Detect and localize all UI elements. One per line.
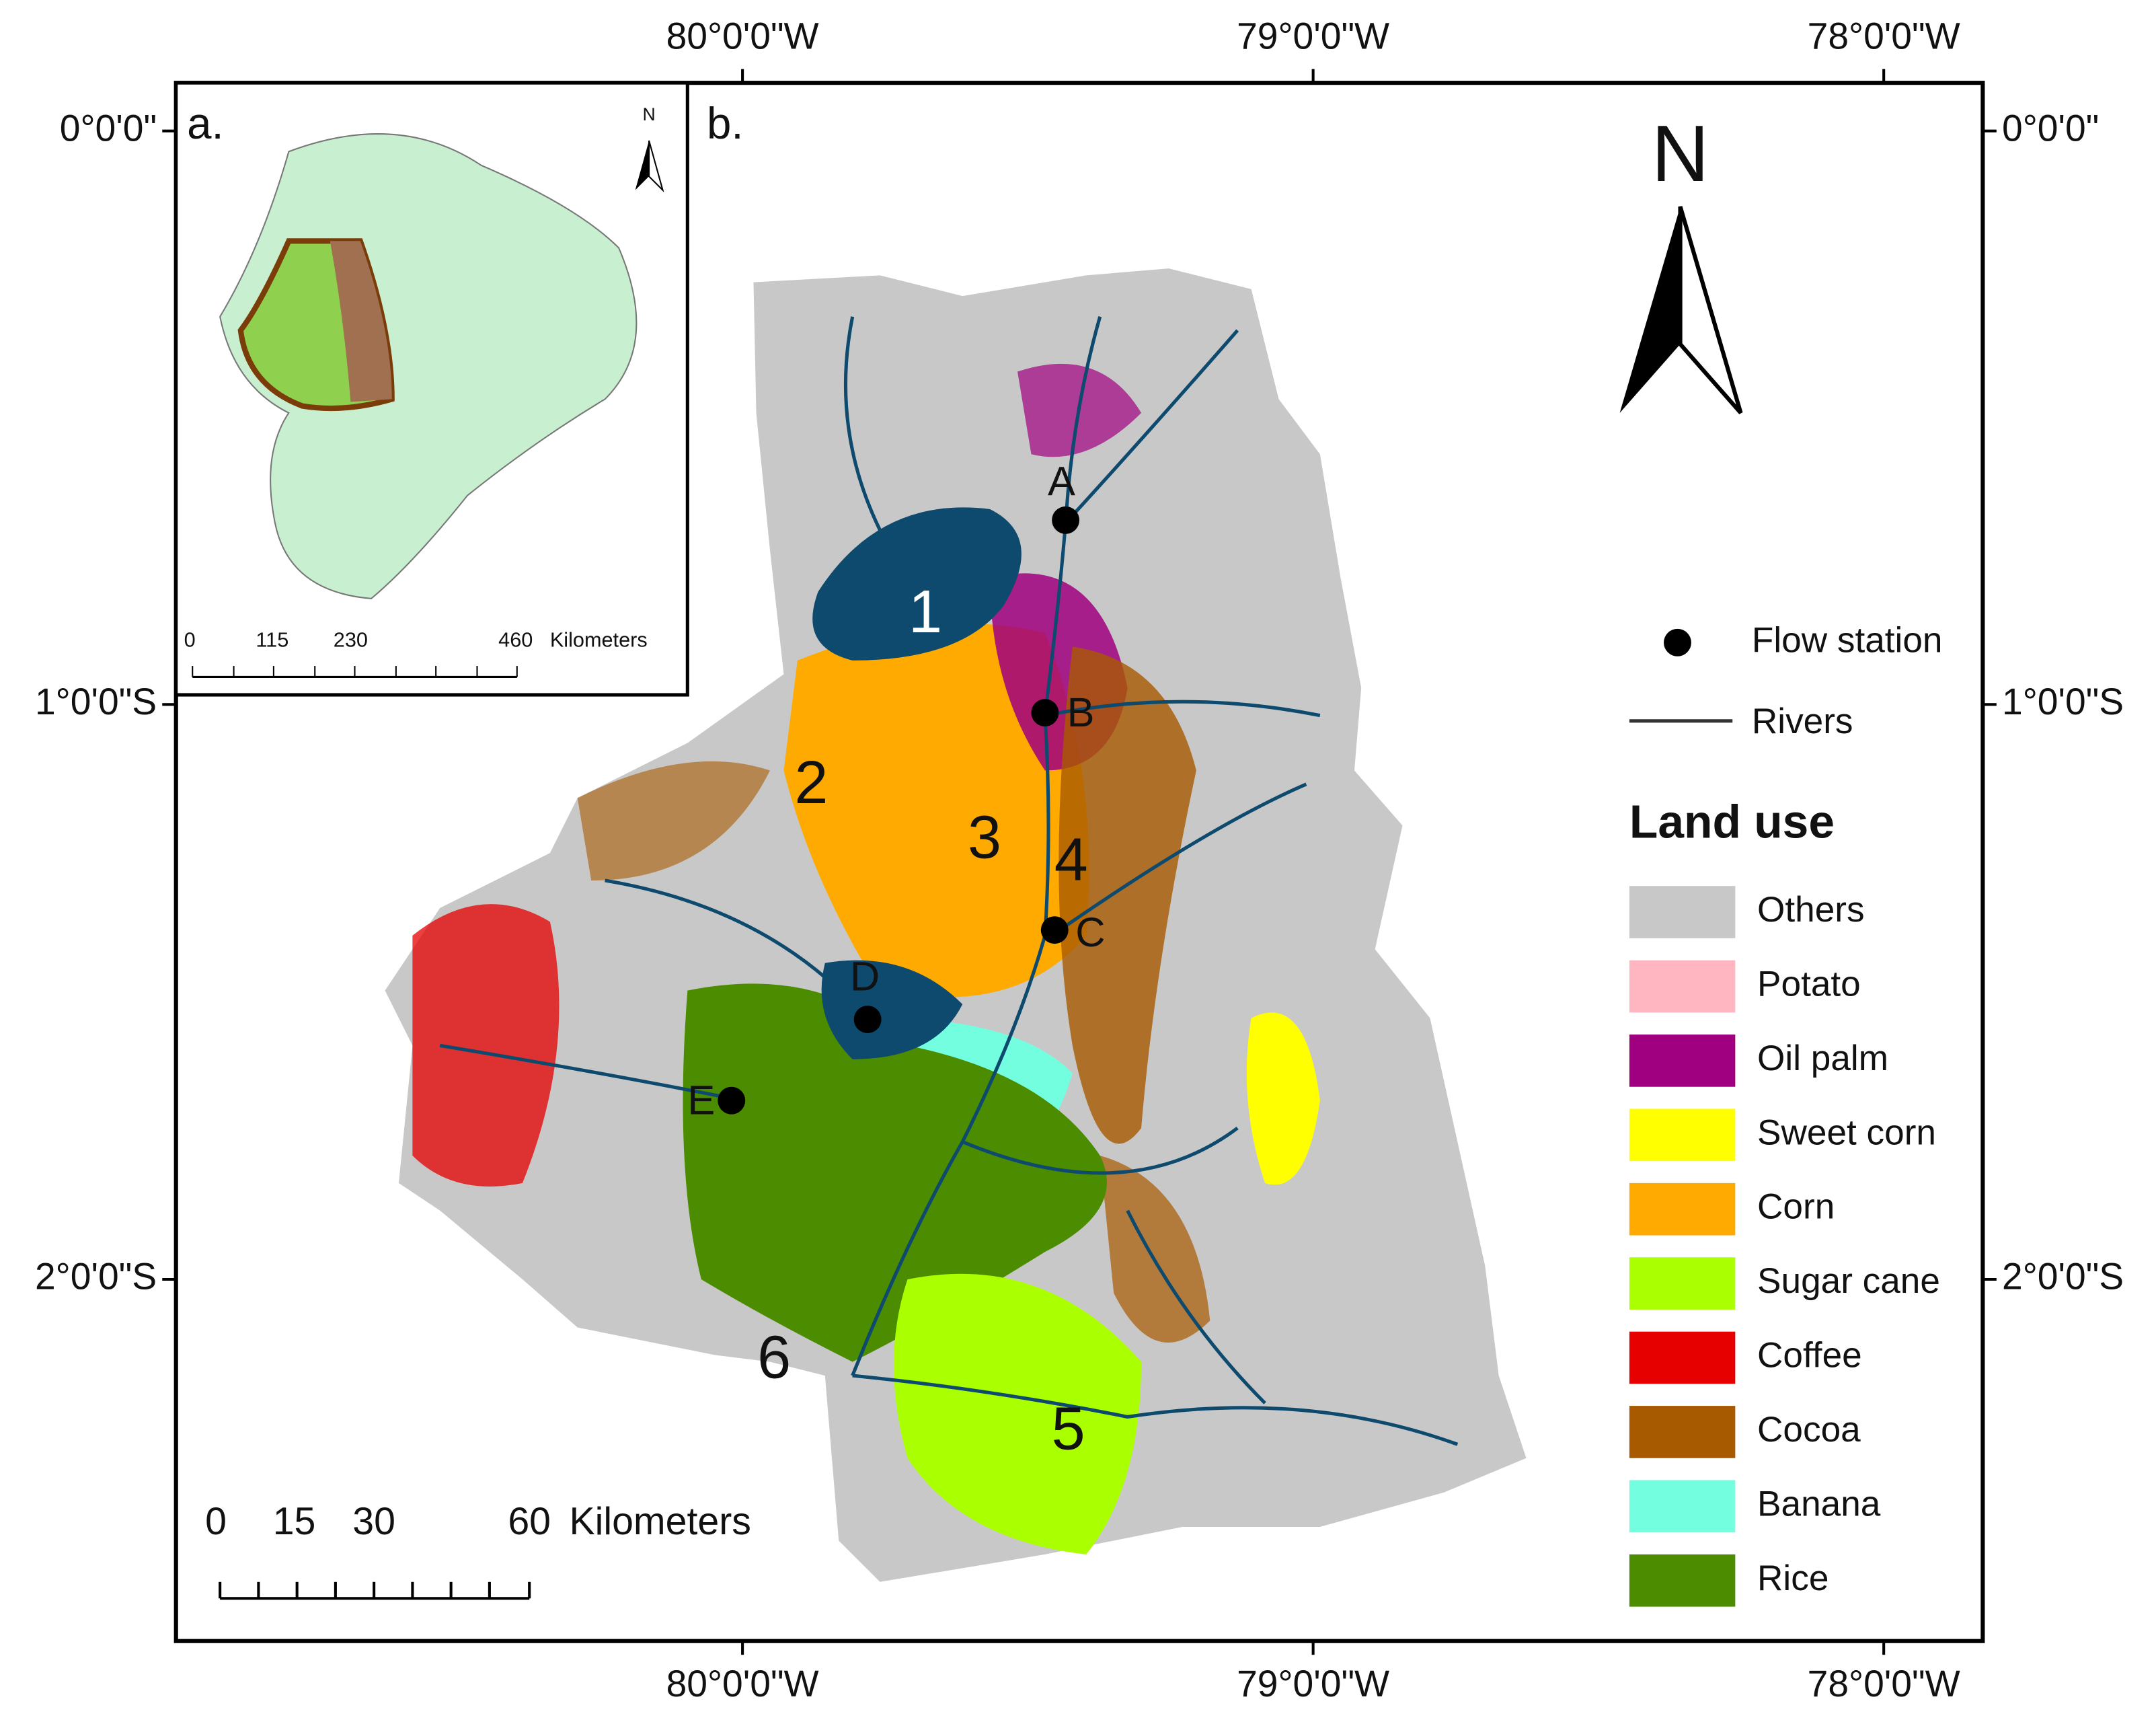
station-label: B	[1067, 689, 1095, 735]
rivers	[439, 316, 1459, 1446]
river	[962, 1127, 1239, 1175]
inset-highlands	[330, 241, 392, 402]
region-number: 1	[909, 578, 942, 646]
legend-rivers: Rivers	[1752, 702, 1853, 741]
labels: 80°0'0"W 80°0'0"W 79°0'0"W 79°0'0"W 78°0'0"W…	[35, 15, 2124, 1704]
legend-label: Sweet corn	[1757, 1113, 1936, 1152]
legend-swatch	[1629, 1109, 1736, 1162]
scale-label: 60	[508, 1500, 551, 1543]
legend-label: Sugar cane	[1757, 1261, 1940, 1301]
river	[1044, 700, 1321, 718]
legend-swatch	[1629, 1257, 1736, 1310]
panel-label: a.	[187, 99, 224, 148]
river	[851, 316, 1102, 1377]
coffee-area	[412, 904, 560, 1187]
north-label: N	[1652, 110, 1709, 198]
river	[843, 316, 909, 579]
legend-swatch	[1629, 1182, 1736, 1236]
river	[1126, 1209, 1266, 1404]
lon-label: 80°0'0"W	[666, 1663, 819, 1704]
sugar-cane-area	[894, 1273, 1142, 1554]
region-number: 3	[968, 804, 1001, 872]
legend-swatch	[1629, 960, 1736, 1013]
lat-label: 2°0'0"S	[2002, 1256, 2124, 1298]
inset-scale-label: 460	[498, 628, 533, 651]
river	[1064, 329, 1239, 525]
lon-label: 78°0'0"W	[1808, 1663, 1960, 1704]
inset-scale-label: 115	[256, 628, 288, 651]
flow-station-symbol	[1664, 628, 1691, 656]
lon-label: 78°0'0"W	[1808, 15, 1960, 57]
legend-label: Potato	[1757, 965, 1861, 1004]
scale-unit: Kilometers	[569, 1500, 750, 1543]
reservoir	[812, 507, 1022, 661]
region-number: 4	[1054, 826, 1088, 893]
panel-label: b.	[707, 99, 744, 148]
lat-label: 1°0'0"S	[35, 681, 157, 722]
lon-label: 80°0'0"W	[666, 15, 819, 57]
river	[852, 1374, 1459, 1446]
cocoa-area	[1100, 1155, 1210, 1343]
lat-label: 0°0'0"	[60, 107, 157, 149]
legend-label: Coffee	[1757, 1336, 1862, 1376]
rice-area	[683, 983, 1107, 1362]
lat-label: 0°0'0"	[2002, 107, 2099, 149]
legend-swatch	[1629, 1331, 1736, 1384]
flow-station	[718, 1086, 746, 1115]
lat-label: 2°0'0"S	[35, 1256, 157, 1298]
inset-scale-label: 0	[184, 628, 196, 651]
legend-label: Oil palm	[1757, 1039, 1888, 1078]
legend-swatch	[1629, 886, 1736, 938]
cocoa-area	[577, 761, 770, 881]
basin	[385, 268, 1527, 1582]
legend-title: Land use	[1629, 796, 1835, 848]
flow-station	[1040, 916, 1069, 944]
region-number: 2	[794, 749, 828, 817]
station-label: A	[1048, 457, 1075, 504]
legend-swatch	[1629, 1554, 1736, 1607]
station-label: C	[1075, 909, 1105, 955]
inset-scale-label: 230	[334, 628, 368, 651]
station-label: D	[850, 952, 880, 999]
lon-label: 79°0'0"W	[1237, 15, 1389, 57]
legend-swatch	[1629, 1406, 1736, 1458]
inset-scale-unit: Kilometers	[550, 628, 648, 651]
sweet-corn-area	[1246, 1012, 1320, 1185]
legend-label: Rice	[1757, 1558, 1828, 1598]
station-label: E	[687, 1076, 715, 1123]
flow-station	[1052, 506, 1080, 534]
scale-label: 15	[273, 1500, 316, 1543]
corn-area	[783, 624, 1089, 998]
flow-station	[1031, 699, 1059, 727]
scale-label: 0	[205, 1500, 227, 1543]
reservoir	[821, 960, 963, 1059]
legend-label: Others	[1757, 890, 1865, 930]
flow-station	[853, 1006, 882, 1033]
lon-label: 79°0'0"W	[1237, 1663, 1389, 1704]
legend-label: Corn	[1757, 1187, 1835, 1227]
legend-flow-station: Flow station	[1752, 620, 1943, 660]
region-number: 6	[757, 1324, 791, 1391]
cocoa-area	[1058, 646, 1196, 1144]
inset-north-label: N	[642, 104, 655, 124]
legend-label: Cocoa	[1757, 1410, 1861, 1450]
inset	[174, 81, 689, 697]
river	[1050, 782, 1307, 937]
river	[439, 1043, 743, 1102]
north-arrow-half	[1678, 206, 1743, 414]
lat-label: 1°0'0"S	[2002, 681, 2124, 722]
scale-label: 30	[352, 1500, 395, 1543]
legend-swatch	[1629, 1480, 1736, 1533]
region-number: 5	[1052, 1396, 1085, 1463]
inset-north-arrow	[648, 140, 664, 193]
river	[605, 878, 868, 1020]
legend-label: Banana	[1757, 1484, 1881, 1524]
legend-swatch	[1629, 1035, 1736, 1087]
map-frame	[174, 81, 1985, 1643]
